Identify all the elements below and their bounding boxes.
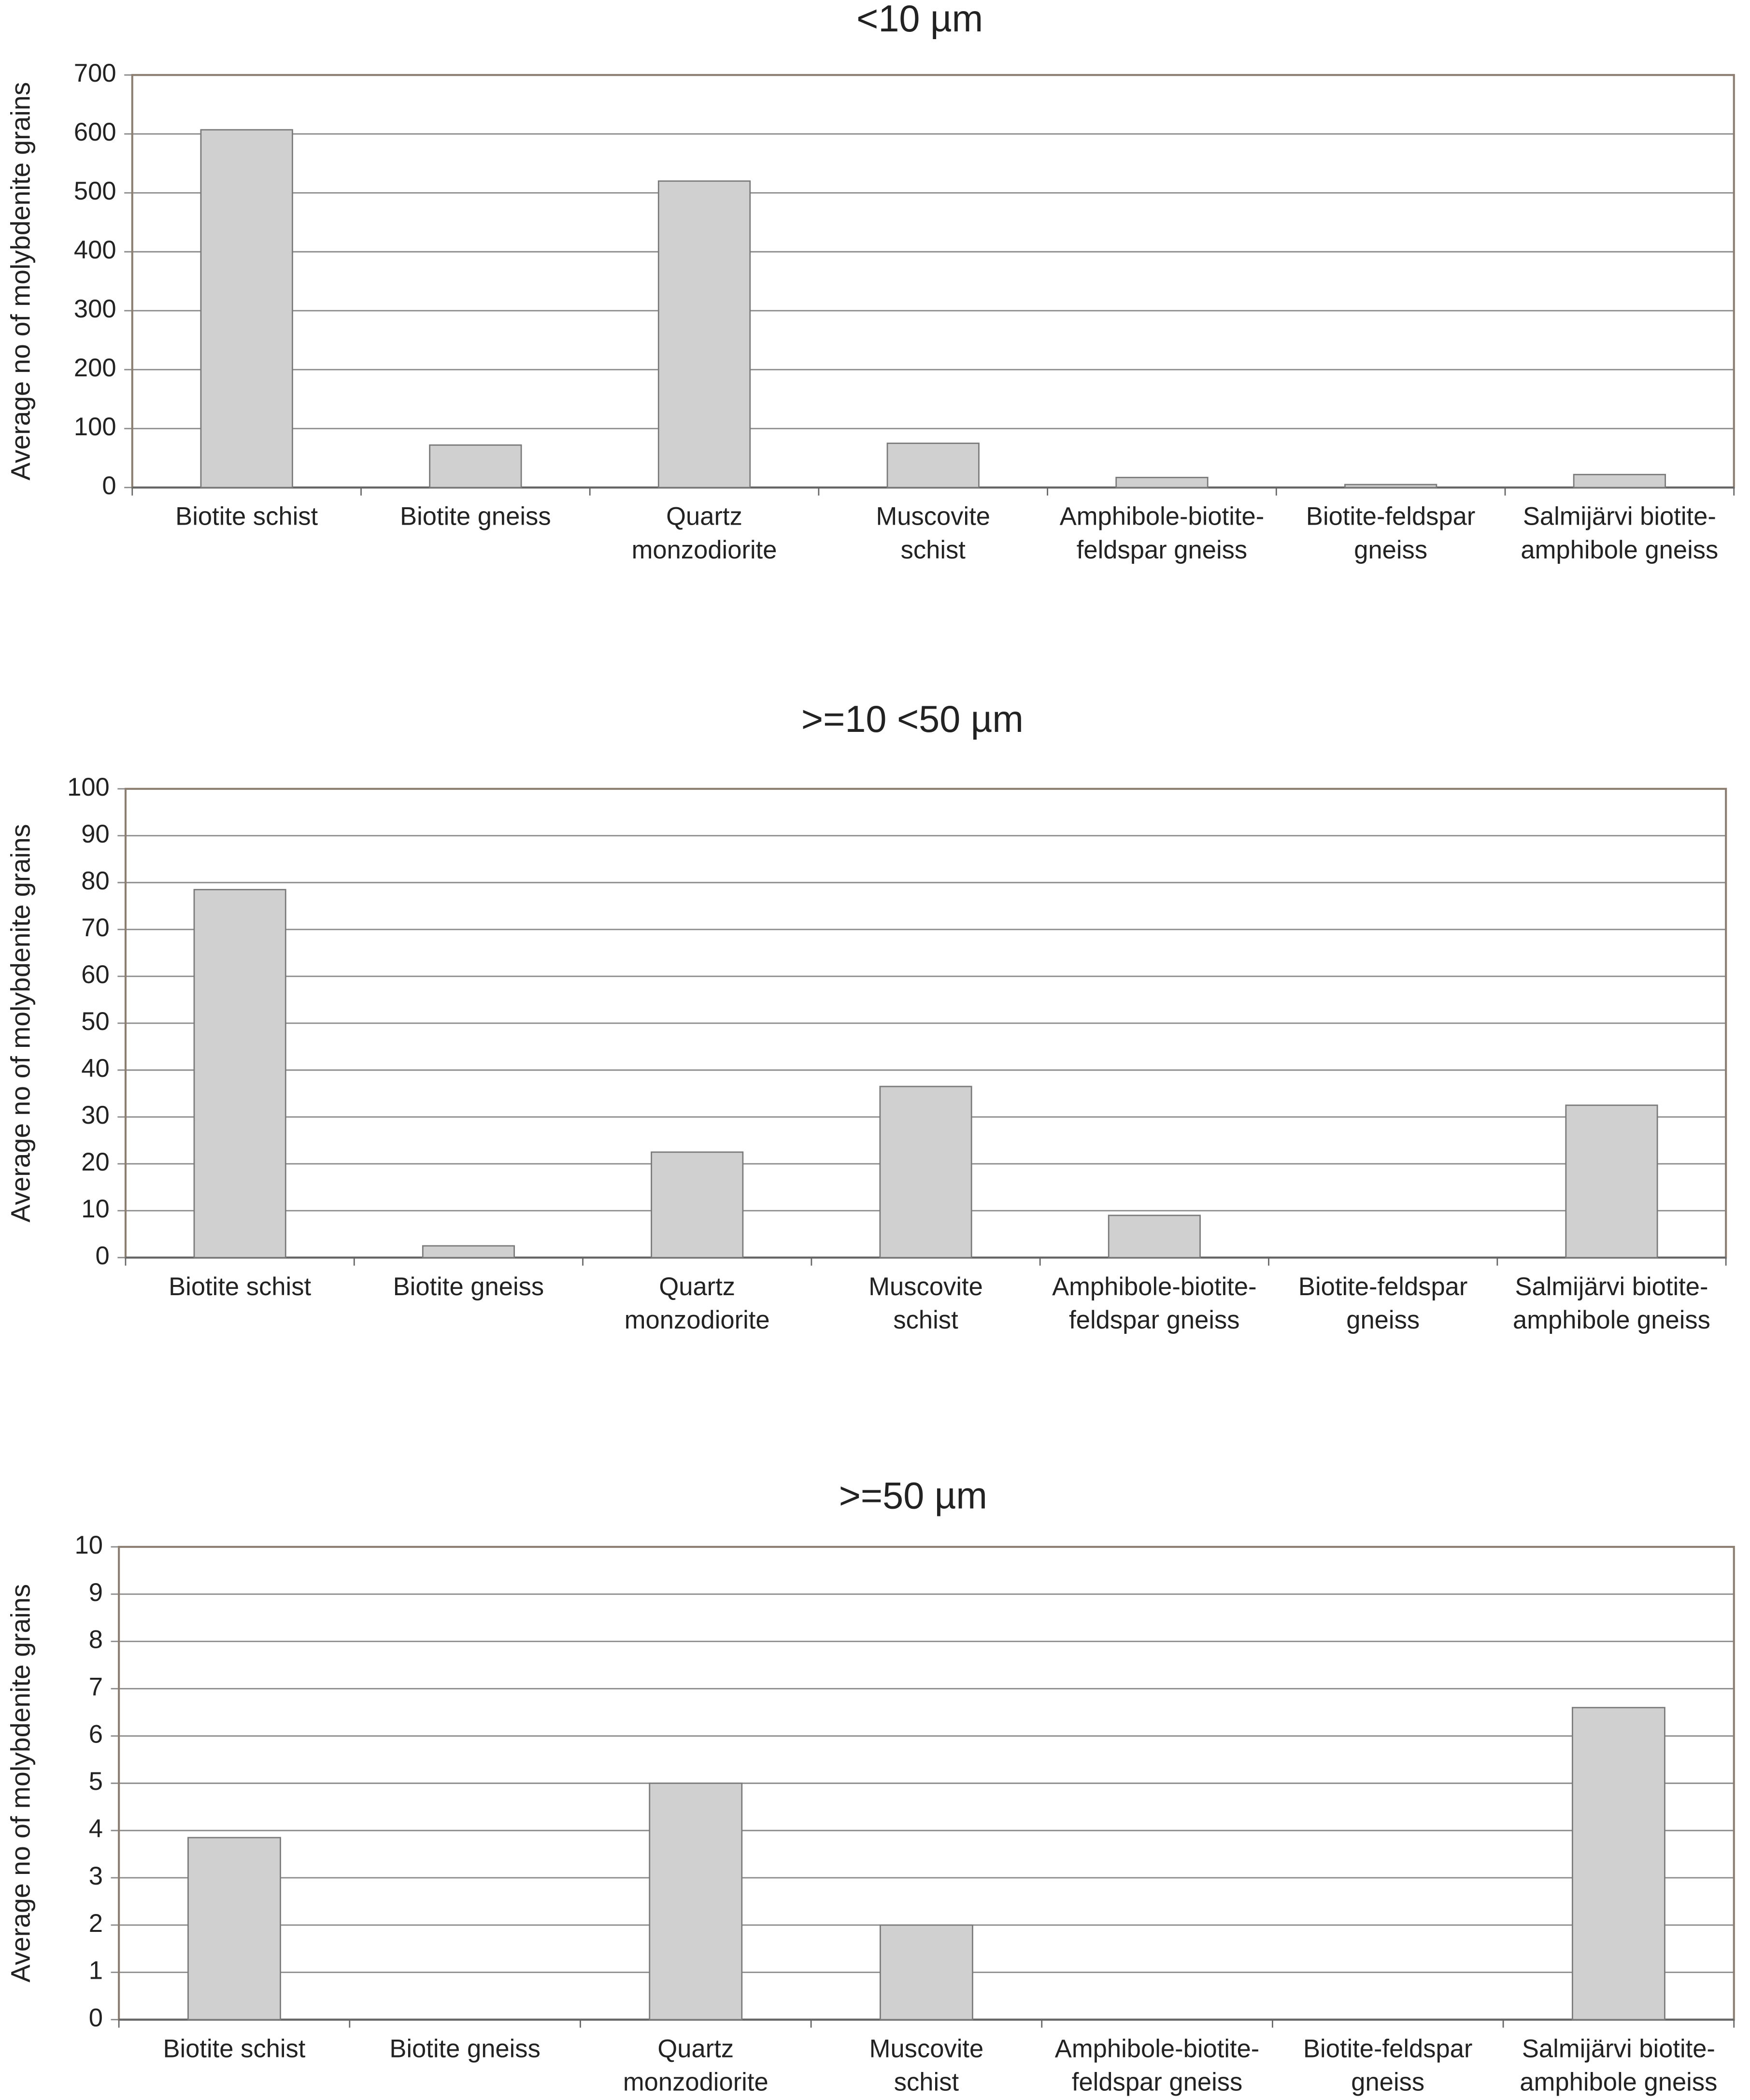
y-axis-title: Average no of molybdenite grains xyxy=(6,824,36,1223)
y-tick-label: 500 xyxy=(74,177,116,205)
y-tick-label: 700 xyxy=(74,59,116,87)
y-tick-label: 100 xyxy=(67,773,110,801)
y-tick-label: 0 xyxy=(89,2003,103,2032)
y-tick-label: 10 xyxy=(74,1531,102,1559)
y-axis-title: Average no of molybdenite grains xyxy=(6,82,36,481)
x-tick-label: Biotite-feldspar gneiss xyxy=(1306,503,1476,565)
x-tick-label: Amphibole-biotite- feldspar gneiss xyxy=(1054,2035,1260,2098)
y-tick-label: 90 xyxy=(81,820,109,848)
y-tick-label: 30 xyxy=(81,1101,109,1129)
x-tick-label: Amphibole-biotite- feldspar gneiss xyxy=(1052,1273,1257,1335)
y-tick-label: 7 xyxy=(89,1672,103,1701)
y-tick-label: 1 xyxy=(89,1957,103,1985)
y-tick-label: 70 xyxy=(81,914,109,942)
y-tick-label: 40 xyxy=(81,1054,109,1083)
x-tick-label: Amphibole-biotite- feldspar gneiss xyxy=(1059,503,1265,565)
x-tick-label: Biotite schist xyxy=(175,503,318,532)
bar xyxy=(422,1245,515,1258)
y-tick-label: 200 xyxy=(74,354,116,382)
bar xyxy=(880,1924,973,2021)
y-tick-label: 100 xyxy=(74,413,116,441)
y-tick-label: 3 xyxy=(89,1862,103,1890)
bar xyxy=(657,180,751,488)
bar xyxy=(1108,1214,1201,1258)
bar xyxy=(886,443,980,488)
bar xyxy=(879,1086,972,1258)
bar xyxy=(193,889,286,1258)
bar xyxy=(649,1782,743,2021)
y-tick-label: 6 xyxy=(89,1720,103,1748)
x-tick-label: Muscovite schist xyxy=(876,503,991,565)
x-tick-label: Salmijärvi biotite- amphibole gneiss xyxy=(1512,1273,1710,1335)
y-tick-label: 5 xyxy=(89,1767,103,1796)
x-tick-label: Quartz monzodiorite xyxy=(624,1273,770,1335)
y-tick-label: 10 xyxy=(81,1195,109,1223)
x-tick-label: Biotite schist xyxy=(169,1273,312,1302)
y-axis-title: Average no of molybdenite grains xyxy=(6,1584,36,1983)
x-tick-label: Biotite-feldspar gneiss xyxy=(1298,1273,1468,1335)
bar xyxy=(187,1837,281,2021)
y-tick-label: 600 xyxy=(74,118,116,146)
chart-title: >=50 µm xyxy=(839,1475,987,1517)
y-tick-label: 80 xyxy=(81,867,109,895)
bar xyxy=(1344,484,1437,488)
x-tick-label: Salmijärvi biotite- amphibole gneiss xyxy=(1520,2035,1718,2098)
y-tick-label: 50 xyxy=(81,1007,109,1036)
x-tick-label: Quartz monzodiorite xyxy=(631,503,777,565)
bar xyxy=(1572,1707,1665,2021)
bar xyxy=(651,1151,744,1258)
bar xyxy=(429,444,522,488)
y-tick-label: 2 xyxy=(89,1909,103,1938)
y-tick-label: 400 xyxy=(74,236,116,264)
x-tick-label: Biotite gneiss xyxy=(400,503,551,532)
x-tick-label: Muscovite schist xyxy=(868,1273,983,1335)
bar xyxy=(1565,1104,1658,1258)
y-tick-label: 4 xyxy=(89,1814,103,1843)
y-tick-label: 8 xyxy=(89,1626,103,1654)
x-tick-label: Biotite schist xyxy=(163,2035,306,2064)
x-tick-label: Quartz monzodiorite xyxy=(623,2035,768,2098)
chart-title: >=10 <50 µm xyxy=(801,699,1024,740)
chart-title: <10 µm xyxy=(856,0,983,40)
y-tick-label: 60 xyxy=(81,960,109,989)
x-tick-label: Biotite-feldspar gneiss xyxy=(1303,2035,1473,2098)
y-tick-label: 0 xyxy=(102,471,116,500)
y-tick-label: 300 xyxy=(74,295,116,323)
x-tick-label: Biotite gneiss xyxy=(393,1273,544,1302)
x-tick-label: Biotite gneiss xyxy=(389,2035,541,2064)
x-tick-label: Muscovite schist xyxy=(869,2035,984,2098)
y-tick-label: 20 xyxy=(81,1148,109,1176)
y-tick-label: 9 xyxy=(89,1578,103,1607)
x-tick-label: Salmijärvi biotite- amphibole gneiss xyxy=(1521,503,1719,565)
bar xyxy=(1115,476,1209,488)
y-tick-label: 0 xyxy=(96,1242,110,1270)
bar xyxy=(200,129,293,488)
plot-frame xyxy=(131,74,1735,489)
bar xyxy=(1573,473,1666,488)
